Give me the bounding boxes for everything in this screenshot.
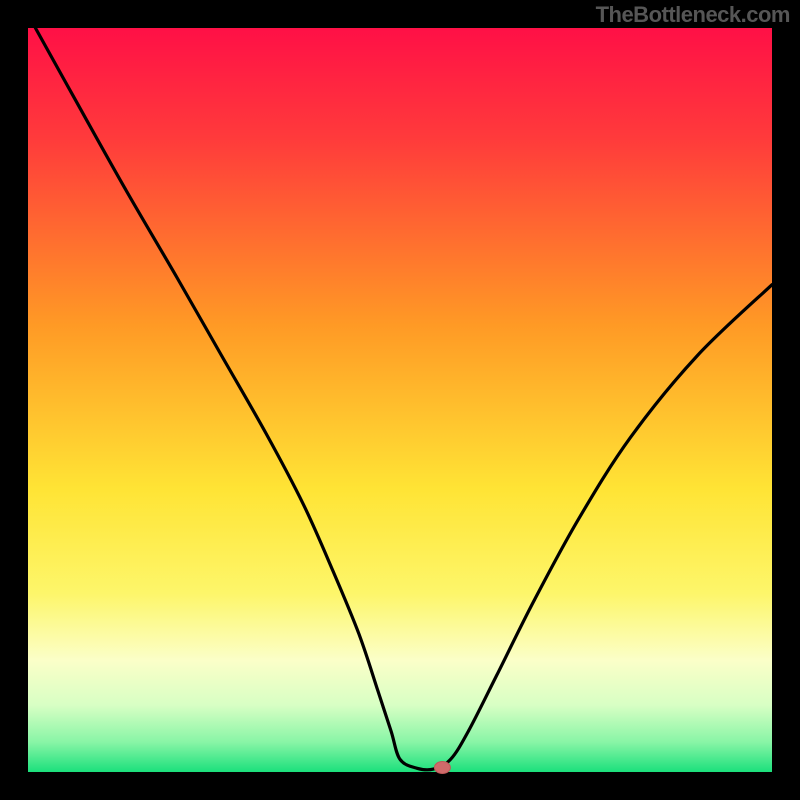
optimal-point-marker xyxy=(434,762,450,774)
bottleneck-chart xyxy=(0,0,800,800)
chart-frame: { "watermark": "TheBottleneck.com", "plo… xyxy=(0,0,800,800)
